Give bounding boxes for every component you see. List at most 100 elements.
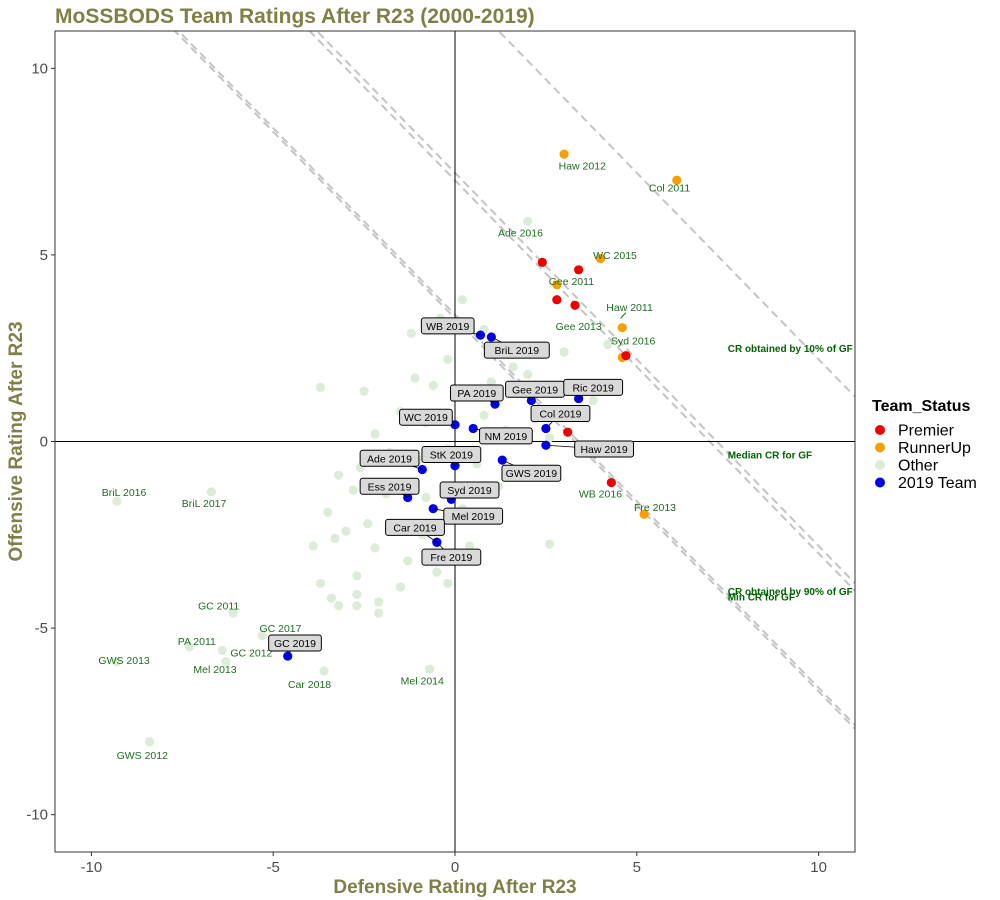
reference-line-label: CR obtained by 90% of GF	[728, 587, 853, 598]
point-other	[352, 571, 362, 581]
point-label: Haw 2011	[606, 302, 653, 314]
label-text: WC 2019	[404, 412, 448, 424]
point-other	[334, 470, 344, 480]
point-other	[457, 295, 467, 305]
point-other	[464, 541, 475, 551]
point-other	[588, 395, 598, 406]
legend-entry: Premier	[898, 423, 955, 440]
legend-swatch	[875, 460, 885, 470]
x-tick-label: 0	[451, 859, 459, 876]
point-label: BriL 2016	[102, 487, 147, 499]
legend-entry: Other	[898, 458, 939, 475]
team-2019-label: GWS 2019	[501, 459, 562, 482]
point-labels: Haw 2012 Col 2011 Ade 2016 WC 2015 Gee 2011 H…	[98, 160, 690, 762]
x-tick-label: 10	[810, 859, 827, 876]
legend-swatch	[875, 477, 885, 488]
y-axis-title: Offensive Rating After R23	[6, 321, 27, 561]
team-2019-label: WC 2019	[399, 408, 456, 426]
point-other	[352, 601, 362, 611]
point-other	[374, 608, 384, 618]
point-runnerup	[552, 280, 562, 290]
y-tick-label: 5	[40, 247, 48, 264]
label-text: Gee 2019	[512, 384, 558, 396]
label-text: Car 2019	[393, 522, 436, 534]
point-label: PA 2011	[178, 636, 216, 648]
team-2019-label: Gee 2019	[505, 380, 565, 401]
point-other	[348, 485, 358, 495]
point-other	[323, 507, 333, 518]
reference-line-label: CR obtained by 10% of GF	[728, 344, 853, 355]
point-premier	[606, 477, 616, 488]
legend-title: Team_Status	[872, 398, 971, 415]
zero-axis-lines	[55, 31, 855, 852]
label-box	[421, 446, 482, 464]
team-2019-label: Ess 2019	[359, 477, 420, 498]
label-text: GWS 2019	[506, 468, 558, 480]
point-runnerup	[639, 509, 649, 519]
label-text: Ric 2019	[572, 382, 614, 394]
point-other	[330, 533, 340, 544]
label-text: Col 2019	[539, 409, 581, 421]
label-box	[483, 341, 550, 359]
y-tick-label: 0	[40, 434, 48, 451]
label-text: BriL 2019	[495, 345, 540, 357]
point-runnerup	[559, 149, 569, 159]
point-label: WC 2015	[593, 250, 637, 262]
y-tick-label: 10	[31, 60, 48, 77]
point-other	[544, 433, 555, 443]
legend-swatch	[875, 425, 885, 435]
point-other	[217, 645, 227, 656]
point-other	[486, 377, 496, 387]
legend-swatch	[875, 442, 885, 453]
point-other	[424, 664, 435, 674]
label-text: Mel 2019	[452, 511, 495, 523]
point-label: Haw 2012	[559, 160, 606, 172]
point-label: Fre 2013	[634, 502, 676, 514]
point-other	[432, 567, 442, 577]
label-box	[530, 405, 591, 423]
point-other	[184, 642, 195, 652]
point-other	[319, 666, 329, 676]
point-premier	[552, 295, 562, 305]
point-label: WB 2016	[579, 489, 622, 501]
label-box	[399, 408, 453, 426]
point-other	[443, 578, 453, 588]
team-2019-label: Fre 2019	[421, 541, 482, 566]
label-text: WB 2019	[426, 321, 469, 333]
point-label: Mel 2014	[401, 675, 444, 687]
reference-line	[497, 31, 855, 398]
point-label: GC 2017	[259, 623, 301, 635]
label-text: Fre 2019	[430, 552, 472, 564]
y-tick-label: -5	[35, 620, 48, 637]
point-label: Mel 2013	[193, 664, 236, 676]
label-box	[479, 427, 533, 445]
point-other	[112, 496, 122, 506]
x-tick-label: 5	[633, 859, 641, 876]
point-other	[228, 608, 238, 618]
label-box	[439, 481, 500, 499]
label-box	[574, 440, 634, 458]
point-runnerup	[617, 323, 627, 333]
point-other	[206, 487, 216, 497]
y-tick-label: -10	[26, 807, 48, 824]
point-runnerup	[672, 175, 682, 185]
team-2019-label: Ade 2019	[359, 449, 423, 470]
point-label: Col 2011	[649, 183, 690, 195]
label-box	[359, 477, 420, 495]
label-text: Ade 2019	[367, 453, 412, 465]
label-box	[443, 507, 504, 525]
label-box	[385, 518, 445, 536]
label-box	[420, 317, 475, 335]
team-2019-label: StK 2019	[421, 446, 482, 466]
point-other	[479, 410, 489, 420]
point-other	[363, 519, 373, 529]
point-other	[326, 593, 336, 603]
point-premier	[570, 300, 580, 310]
point-other	[421, 492, 431, 503]
label-box	[421, 548, 482, 566]
point-other	[370, 429, 380, 439]
point-label: Gee 2013	[556, 321, 602, 333]
team-2019-label: Mel 2019	[433, 507, 504, 525]
team-2019-label: WB 2019	[420, 317, 481, 336]
label-text: Syd 2019	[447, 485, 492, 497]
